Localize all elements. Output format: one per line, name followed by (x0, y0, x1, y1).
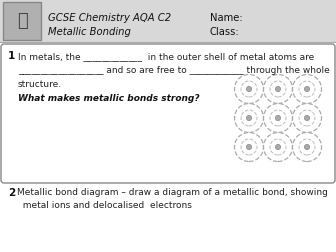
FancyBboxPatch shape (1, 44, 335, 183)
Circle shape (276, 115, 281, 121)
Circle shape (246, 86, 252, 92)
Text: Name:: Name: (210, 13, 243, 23)
Text: GCSE Chemistry AQA C2: GCSE Chemistry AQA C2 (48, 13, 171, 23)
Circle shape (299, 139, 315, 155)
Text: Metallic bond diagram – draw a diagram of a metallic bond, showing: Metallic bond diagram – draw a diagram o… (17, 188, 328, 197)
Circle shape (304, 115, 309, 121)
Text: metal ions and delocalised  electrons: metal ions and delocalised electrons (17, 201, 192, 210)
Circle shape (241, 110, 257, 126)
Text: Class:: Class: (210, 27, 240, 37)
Circle shape (293, 133, 322, 162)
Text: What makes metallic bonds strong?: What makes metallic bonds strong? (18, 94, 200, 103)
Text: 🧪: 🧪 (16, 12, 27, 30)
Circle shape (293, 75, 322, 104)
Bar (3, 2, 41, 40)
Text: Metallic Bonding: Metallic Bonding (48, 27, 131, 37)
Circle shape (241, 81, 257, 97)
Circle shape (304, 86, 309, 92)
Circle shape (276, 144, 281, 150)
Text: structure.: structure. (18, 80, 62, 89)
Circle shape (241, 139, 257, 155)
Text: 1: 1 (8, 51, 15, 61)
Circle shape (304, 144, 309, 150)
FancyBboxPatch shape (0, 0, 336, 42)
Circle shape (263, 104, 293, 133)
Circle shape (270, 81, 286, 97)
Circle shape (299, 110, 315, 126)
Circle shape (246, 115, 252, 121)
Circle shape (276, 86, 281, 92)
Circle shape (270, 139, 286, 155)
Circle shape (246, 144, 252, 150)
Circle shape (293, 104, 322, 133)
Circle shape (235, 75, 263, 104)
Circle shape (263, 75, 293, 104)
Text: 2: 2 (8, 188, 15, 198)
Circle shape (270, 110, 286, 126)
Circle shape (263, 133, 293, 162)
Circle shape (235, 133, 263, 162)
Circle shape (299, 81, 315, 97)
Text: In metals, the _____________  in the outer shell of metal atoms are: In metals, the _____________ in the oute… (18, 52, 314, 61)
Circle shape (235, 104, 263, 133)
Text: ___________________ and so are free to ____________ through the whole: ___________________ and so are free to _… (18, 66, 330, 75)
